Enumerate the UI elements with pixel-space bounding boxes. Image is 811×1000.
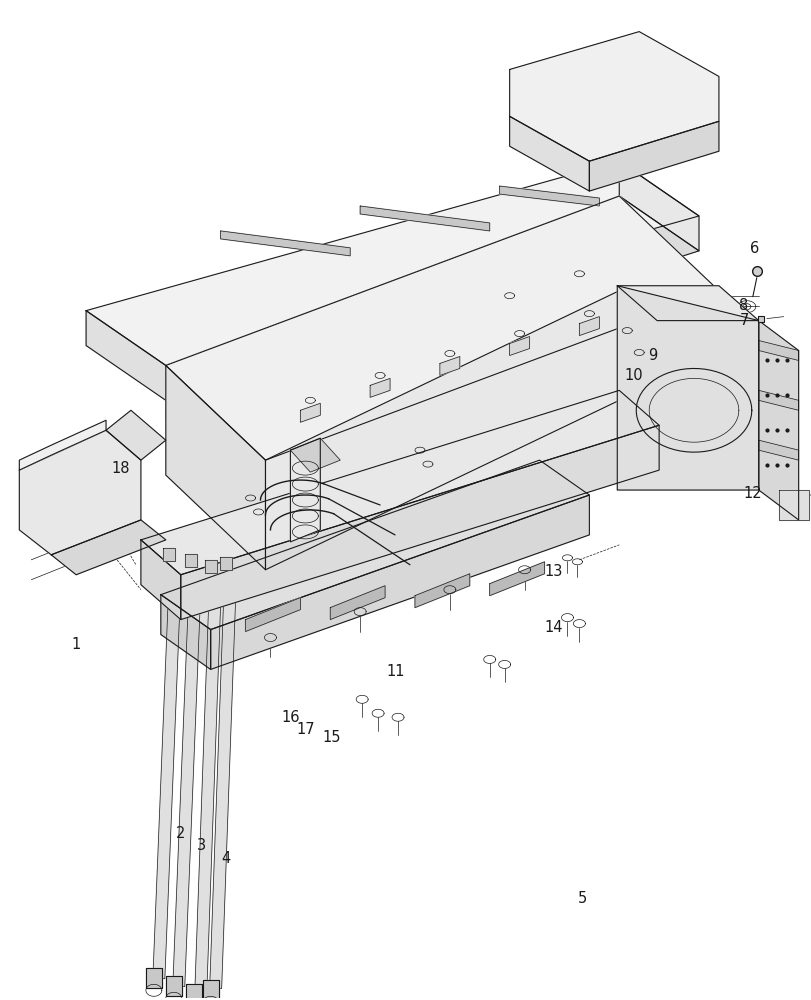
Text: 13: 13 — [543, 564, 562, 579]
Polygon shape — [757, 341, 798, 360]
Polygon shape — [219, 557, 231, 570]
Polygon shape — [414, 574, 470, 608]
Polygon shape — [616, 286, 757, 490]
Polygon shape — [51, 520, 165, 575]
Text: 9: 9 — [648, 348, 657, 363]
Polygon shape — [210, 495, 589, 669]
Polygon shape — [330, 586, 384, 620]
Polygon shape — [757, 321, 798, 520]
Text: 7: 7 — [740, 313, 749, 328]
Text: 8: 8 — [738, 298, 748, 313]
Polygon shape — [141, 540, 181, 620]
Polygon shape — [221, 231, 350, 256]
Polygon shape — [370, 378, 389, 397]
Text: 2: 2 — [176, 826, 185, 841]
Polygon shape — [509, 337, 529, 355]
Text: 4: 4 — [221, 851, 230, 866]
Polygon shape — [290, 438, 320, 542]
Text: 15: 15 — [322, 730, 340, 745]
Polygon shape — [265, 291, 619, 570]
Polygon shape — [204, 560, 217, 573]
Polygon shape — [245, 598, 300, 632]
Polygon shape — [165, 976, 182, 996]
Polygon shape — [509, 32, 718, 161]
Polygon shape — [86, 161, 698, 365]
Polygon shape — [146, 968, 161, 988]
Polygon shape — [152, 560, 182, 979]
Polygon shape — [757, 440, 798, 460]
Text: 11: 11 — [386, 664, 405, 679]
Polygon shape — [203, 980, 218, 1000]
Text: 6: 6 — [749, 241, 758, 256]
Polygon shape — [778, 490, 808, 520]
Text: 14: 14 — [543, 620, 562, 635]
Polygon shape — [579, 317, 599, 336]
Polygon shape — [509, 116, 589, 191]
Text: 1: 1 — [71, 637, 80, 652]
Polygon shape — [360, 206, 489, 231]
Polygon shape — [290, 438, 340, 472]
Polygon shape — [589, 121, 718, 191]
Polygon shape — [195, 576, 221, 995]
Polygon shape — [186, 984, 201, 1000]
Polygon shape — [106, 410, 165, 460]
Polygon shape — [499, 186, 599, 206]
Polygon shape — [619, 161, 698, 251]
Polygon shape — [163, 548, 174, 561]
Polygon shape — [165, 196, 698, 420]
Polygon shape — [19, 420, 106, 470]
Polygon shape — [19, 430, 141, 555]
Text: 3: 3 — [197, 838, 206, 853]
Polygon shape — [141, 390, 659, 575]
Polygon shape — [757, 390, 798, 410]
Polygon shape — [209, 572, 236, 989]
Text: 16: 16 — [281, 710, 299, 725]
Polygon shape — [161, 595, 210, 669]
Text: 10: 10 — [624, 368, 643, 383]
Polygon shape — [616, 286, 757, 321]
Polygon shape — [489, 562, 544, 596]
Text: 18: 18 — [112, 461, 130, 476]
Text: 12: 12 — [743, 486, 762, 501]
Text: 17: 17 — [296, 722, 315, 737]
Polygon shape — [161, 460, 589, 630]
Polygon shape — [165, 365, 265, 570]
Polygon shape — [165, 196, 718, 460]
Polygon shape — [440, 356, 459, 375]
Polygon shape — [300, 403, 320, 422]
Polygon shape — [86, 311, 165, 400]
Polygon shape — [173, 568, 201, 987]
Text: 5: 5 — [577, 891, 586, 906]
Polygon shape — [181, 425, 659, 620]
Polygon shape — [185, 554, 196, 567]
